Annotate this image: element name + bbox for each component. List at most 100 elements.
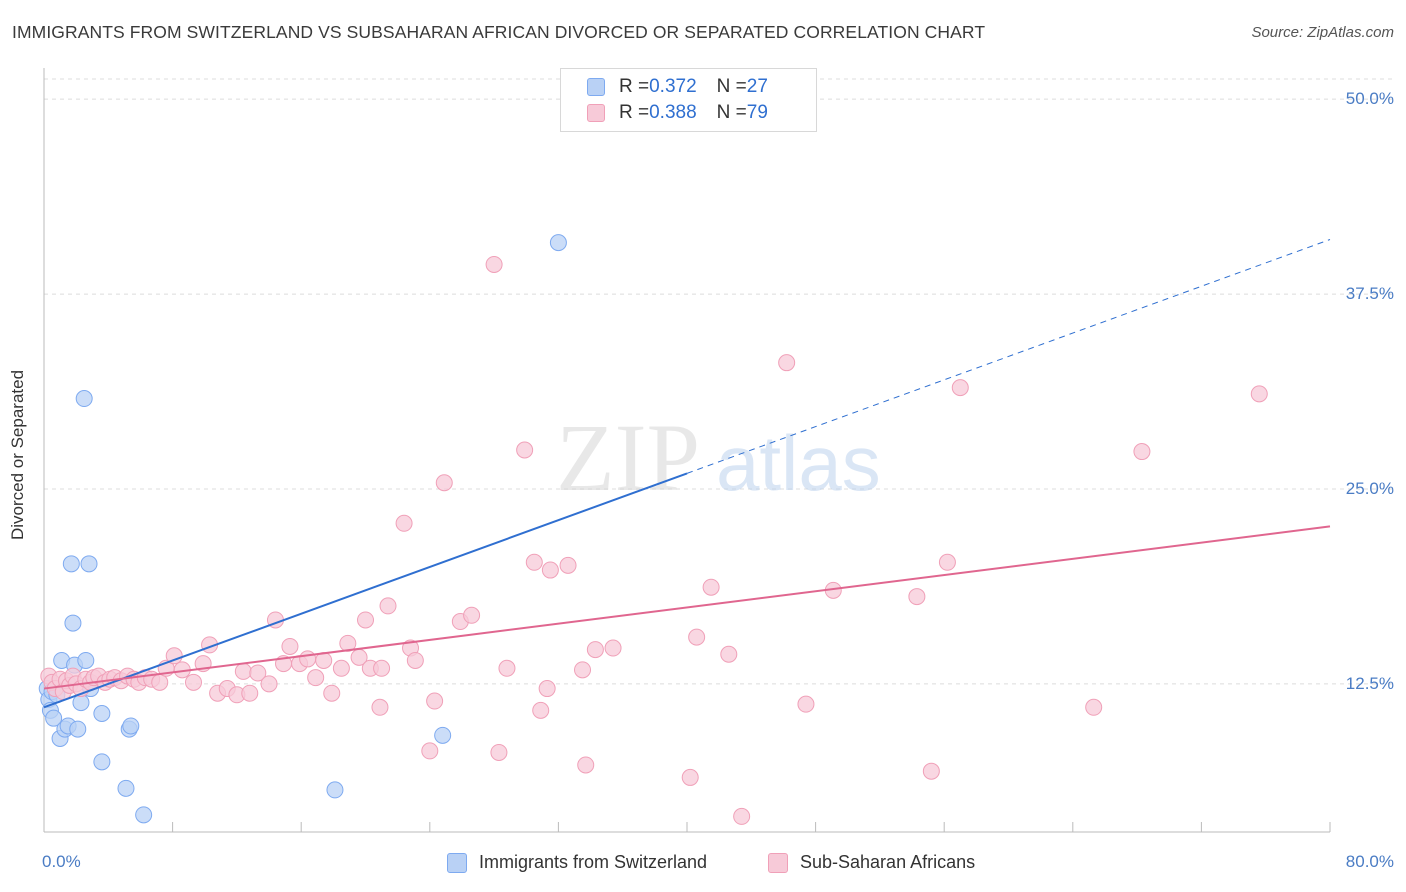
- point-subsaharan: [574, 661, 592, 679]
- chart-title: IMMIGRANTS FROM SWITZERLAND VS SUBSAHARA…: [12, 22, 986, 42]
- point-subsaharan: [339, 634, 357, 652]
- point-subsaharan: [421, 742, 439, 760]
- point-subsaharan: [463, 606, 481, 624]
- point-subsaharan: [1133, 443, 1151, 461]
- point-subsaharan: [938, 553, 956, 571]
- watermark-atlas: atlas: [716, 419, 881, 507]
- point-subsaharan: [307, 669, 325, 687]
- point-switzerland: [75, 390, 93, 408]
- point-subsaharan: [577, 756, 595, 774]
- point-subsaharan: [395, 514, 413, 532]
- trend-line-switzerland: [43, 472, 688, 709]
- point-subsaharan: [426, 692, 444, 710]
- y-tick-label: 37.5%: [1345, 284, 1394, 304]
- legend-r-label: R =: [619, 102, 650, 123]
- legend-r-label: R =: [619, 76, 650, 97]
- point-subsaharan: [249, 664, 267, 682]
- point-subsaharan: [797, 695, 815, 713]
- point-switzerland: [80, 555, 98, 573]
- point-subsaharan: [525, 553, 543, 571]
- point-switzerland: [549, 234, 567, 252]
- legend-n-value: 27: [746, 76, 768, 97]
- point-switzerland: [77, 651, 95, 669]
- legend-row-subsaharan: R = 0.388 N = 79: [587, 101, 768, 125]
- point-subsaharan: [541, 561, 559, 579]
- point-subsaharan: [586, 641, 604, 659]
- legend-item-subsaharan: Sub-Saharan Africans: [768, 852, 975, 873]
- point-switzerland: [117, 779, 135, 797]
- point-subsaharan: [532, 701, 550, 719]
- point-subsaharan: [184, 673, 202, 691]
- y-axis-label: Divorced or Separated: [8, 369, 27, 541]
- point-subsaharan: [733, 807, 751, 825]
- point-subsaharan: [720, 645, 738, 663]
- y-tick-label: 12.5%: [1345, 673, 1394, 693]
- point-subsaharan: [332, 659, 350, 677]
- point-subsaharan: [357, 611, 374, 629]
- watermark-zip: ZIP: [556, 404, 700, 511]
- point-subsaharan: [241, 684, 259, 702]
- point-subsaharan: [165, 647, 183, 665]
- point-switzerland: [93, 753, 111, 771]
- point-subsaharan: [908, 588, 926, 606]
- legend-swatch-blue: [447, 852, 467, 873]
- series-subsaharan-points: [40, 255, 1268, 825]
- point-switzerland: [45, 709, 63, 727]
- point-subsaharan: [490, 743, 508, 761]
- point-subsaharan: [702, 578, 720, 596]
- point-subsaharan: [1085, 698, 1103, 716]
- point-subsaharan: [281, 637, 299, 655]
- point-subsaharan: [688, 628, 706, 646]
- trend-line-switzerland-extrapolated: [686, 239, 1331, 474]
- y-tick-label: 25.0%: [1345, 478, 1394, 498]
- trend-line-subsaharan: [43, 525, 1331, 690]
- point-subsaharan: [435, 474, 453, 492]
- point-subsaharan: [681, 768, 699, 786]
- point-subsaharan: [323, 684, 341, 702]
- legend-swatch-pink: [768, 852, 788, 873]
- point-subsaharan: [299, 650, 317, 668]
- x-tick-label-min: 0.0%: [42, 852, 81, 871]
- point-subsaharan: [604, 639, 622, 657]
- x-tick-label-max: 80.0%: [1345, 852, 1394, 871]
- point-subsaharan: [260, 675, 278, 693]
- point-switzerland: [434, 726, 452, 744]
- point-subsaharan: [373, 659, 391, 677]
- legend-r-value: 0.388: [649, 102, 697, 123]
- point-subsaharan: [538, 680, 556, 698]
- point-subsaharan: [379, 597, 397, 615]
- point-subsaharan: [1250, 385, 1268, 403]
- legend-r-value: 0.372: [649, 76, 697, 97]
- point-subsaharan: [485, 255, 503, 273]
- point-subsaharan: [371, 698, 389, 716]
- point-switzerland: [122, 717, 140, 735]
- source-credit: Source: ZipAtlas.com: [1251, 24, 1394, 41]
- point-subsaharan: [406, 651, 424, 669]
- legend-swatch-pink: [587, 104, 605, 122]
- point-subsaharan: [922, 762, 940, 780]
- point-switzerland: [62, 555, 80, 573]
- series-legend: Immigrants from Switzerland Sub-Saharan …: [0, 852, 1406, 878]
- gridlines: [44, 78, 1392, 685]
- legend-n-label: N =: [716, 102, 747, 123]
- legend-swatch-blue: [587, 78, 605, 96]
- point-subsaharan: [498, 659, 516, 677]
- point-subsaharan: [951, 379, 969, 397]
- point-subsaharan: [516, 441, 534, 459]
- legend-n-label: N =: [716, 76, 747, 97]
- legend-item-switzerland: Immigrants from Switzerland: [447, 852, 707, 873]
- point-switzerland: [326, 781, 344, 799]
- point-subsaharan: [778, 354, 796, 372]
- point-switzerland: [69, 720, 87, 738]
- watermark: ZIP atlas: [556, 404, 881, 511]
- point-switzerland: [135, 806, 153, 824]
- y-tick-label: 50.0%: [1345, 89, 1394, 109]
- trend-lines: [43, 239, 1331, 709]
- series-switzerland-points: [38, 234, 567, 824]
- legend-n-value: 79: [746, 102, 768, 123]
- correlation-legend: R = 0.372 N = 27 R = 0.388 N = 79: [560, 68, 817, 132]
- point-switzerland: [64, 614, 82, 632]
- point-switzerland: [93, 705, 111, 723]
- legend-row-switzerland: R = 0.372 N = 27: [587, 75, 768, 99]
